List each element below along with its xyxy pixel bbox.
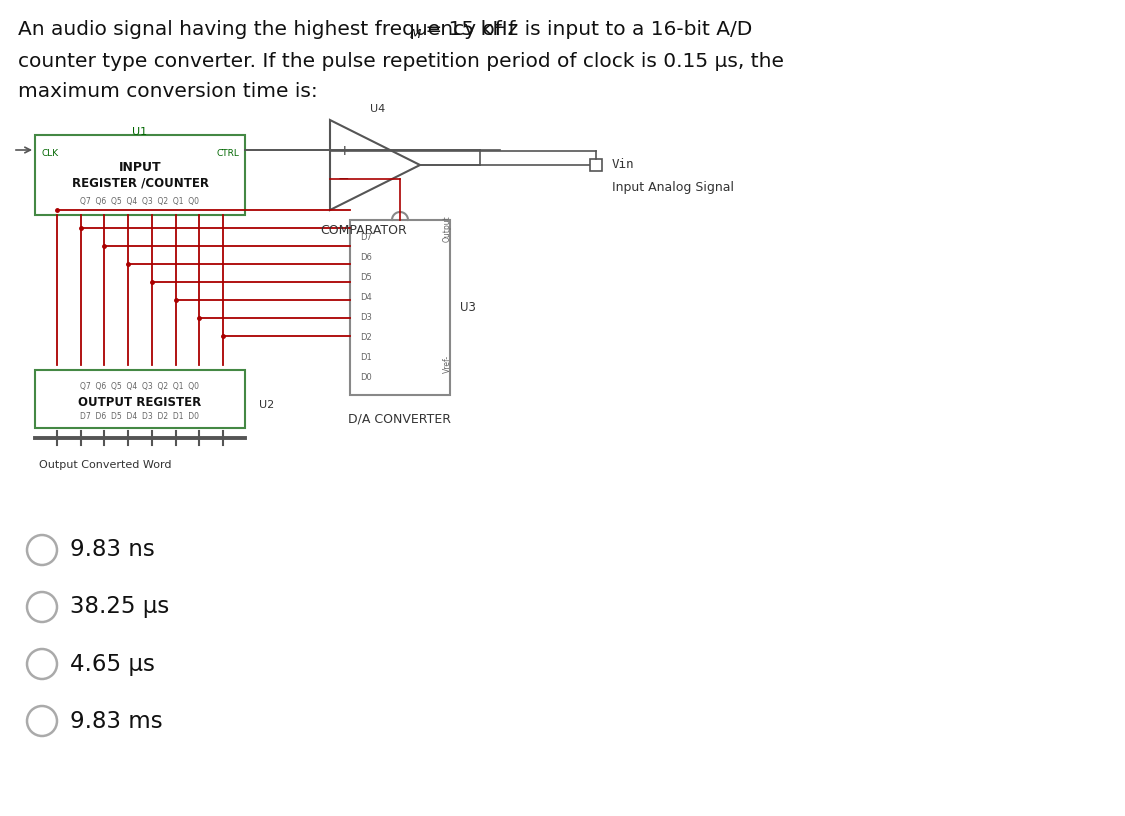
Text: −: − <box>338 172 350 186</box>
Text: D7: D7 <box>360 233 372 242</box>
Text: D7  D6  D5  D4  D3  D2  D1  D0: D7 D6 D5 D4 D3 D2 D1 D0 <box>81 412 199 421</box>
Bar <box>350 220 450 395</box>
Text: OUTPUT REGISTER: OUTPUT REGISTER <box>79 396 201 409</box>
Text: Vref-: Vref- <box>442 355 451 373</box>
Text: INPUT: INPUT <box>119 161 161 174</box>
Text: M: M <box>410 28 422 41</box>
Text: maximum conversion time is:: maximum conversion time is: <box>18 82 317 101</box>
Text: U1: U1 <box>133 127 147 137</box>
Text: 9.83 ms: 9.83 ms <box>70 709 163 733</box>
Text: CTRL: CTRL <box>216 149 238 158</box>
Text: D6: D6 <box>360 253 372 263</box>
Text: Vin: Vin <box>612 158 634 171</box>
Text: 9.83 ns: 9.83 ns <box>70 539 155 561</box>
Text: D2: D2 <box>360 333 371 342</box>
Text: Output: Output <box>442 215 451 242</box>
Text: Output Converted Word: Output Converted Word <box>39 460 171 470</box>
Bar <box>35 135 245 215</box>
Text: D3: D3 <box>360 313 372 322</box>
Text: D/A CONVERTER: D/A CONVERTER <box>349 413 451 426</box>
Text: Q7  Q6  Q5  Q4  Q3  Q2  Q1  Q0: Q7 Q6 Q5 Q4 Q3 Q2 Q1 Q0 <box>81 197 199 206</box>
Text: U2: U2 <box>259 400 274 410</box>
Text: D0: D0 <box>360 372 371 382</box>
Bar <box>590 159 602 171</box>
Text: Q7  Q6  Q5  Q4  Q3  Q2  Q1  Q0: Q7 Q6 Q5 Q4 Q3 Q2 Q1 Q0 <box>81 382 199 391</box>
Text: D5: D5 <box>360 273 371 282</box>
Text: counter type converter. If the pulse repetition period of clock is 0.15 μs, the: counter type converter. If the pulse rep… <box>18 52 784 71</box>
Text: 38.25 μs: 38.25 μs <box>70 596 169 619</box>
Text: = 15 kHz is input to a 16-bit A/D: = 15 kHz is input to a 16-bit A/D <box>418 20 753 39</box>
Text: U4: U4 <box>370 104 385 114</box>
Text: D1: D1 <box>360 353 371 361</box>
Text: REGISTER /COUNTER: REGISTER /COUNTER <box>72 177 208 190</box>
Text: D4: D4 <box>360 293 371 302</box>
Bar <box>35 370 245 428</box>
Text: +: + <box>338 144 350 158</box>
Text: CLK: CLK <box>40 149 58 158</box>
Text: COMPARATOR: COMPARATOR <box>319 224 407 237</box>
Text: Input Analog Signal: Input Analog Signal <box>612 180 734 193</box>
Text: U3: U3 <box>460 301 476 314</box>
Text: An audio signal having the highest frequency of f: An audio signal having the highest frequ… <box>18 20 515 39</box>
Text: 4.65 μs: 4.65 μs <box>70 653 155 676</box>
